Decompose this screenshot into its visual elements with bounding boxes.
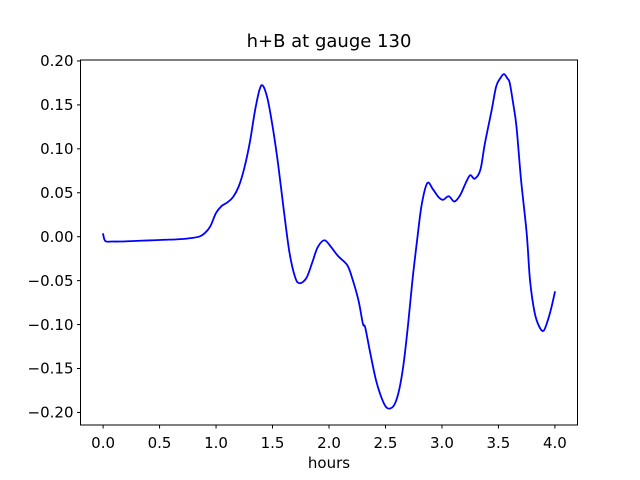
x-tick-label: 3.5 bbox=[487, 434, 511, 452]
y-tick-label: −0.10 bbox=[28, 316, 74, 334]
x-tick-label: 2.0 bbox=[317, 434, 341, 452]
x-tick-label: 0.5 bbox=[148, 434, 172, 452]
y-tick-label: 0.00 bbox=[40, 228, 73, 246]
line-series bbox=[102, 73, 556, 410]
x-tick-label: 3.0 bbox=[430, 434, 454, 452]
y-tick-label: 0.15 bbox=[40, 96, 73, 114]
y-tick-label: −0.15 bbox=[28, 360, 74, 378]
x-tick-label: 1.0 bbox=[204, 434, 228, 452]
x-tick-label: 2.5 bbox=[374, 434, 398, 452]
y-tick-label: 0.20 bbox=[40, 52, 73, 70]
x-tick-label: 1.5 bbox=[261, 434, 285, 452]
y-tick-label: −0.05 bbox=[28, 272, 74, 290]
axes-frame bbox=[80, 59, 578, 426]
x-axis-label: hours bbox=[307, 454, 351, 472]
x-tick-label: 0.0 bbox=[91, 434, 115, 452]
chart-title: h+B at gauge 130 bbox=[246, 31, 412, 52]
y-tick-label: −0.20 bbox=[28, 404, 74, 422]
y-tick-label: 0.05 bbox=[40, 184, 73, 202]
x-tick-label: 4.0 bbox=[543, 434, 567, 452]
y-tick-label: 0.10 bbox=[40, 140, 73, 158]
